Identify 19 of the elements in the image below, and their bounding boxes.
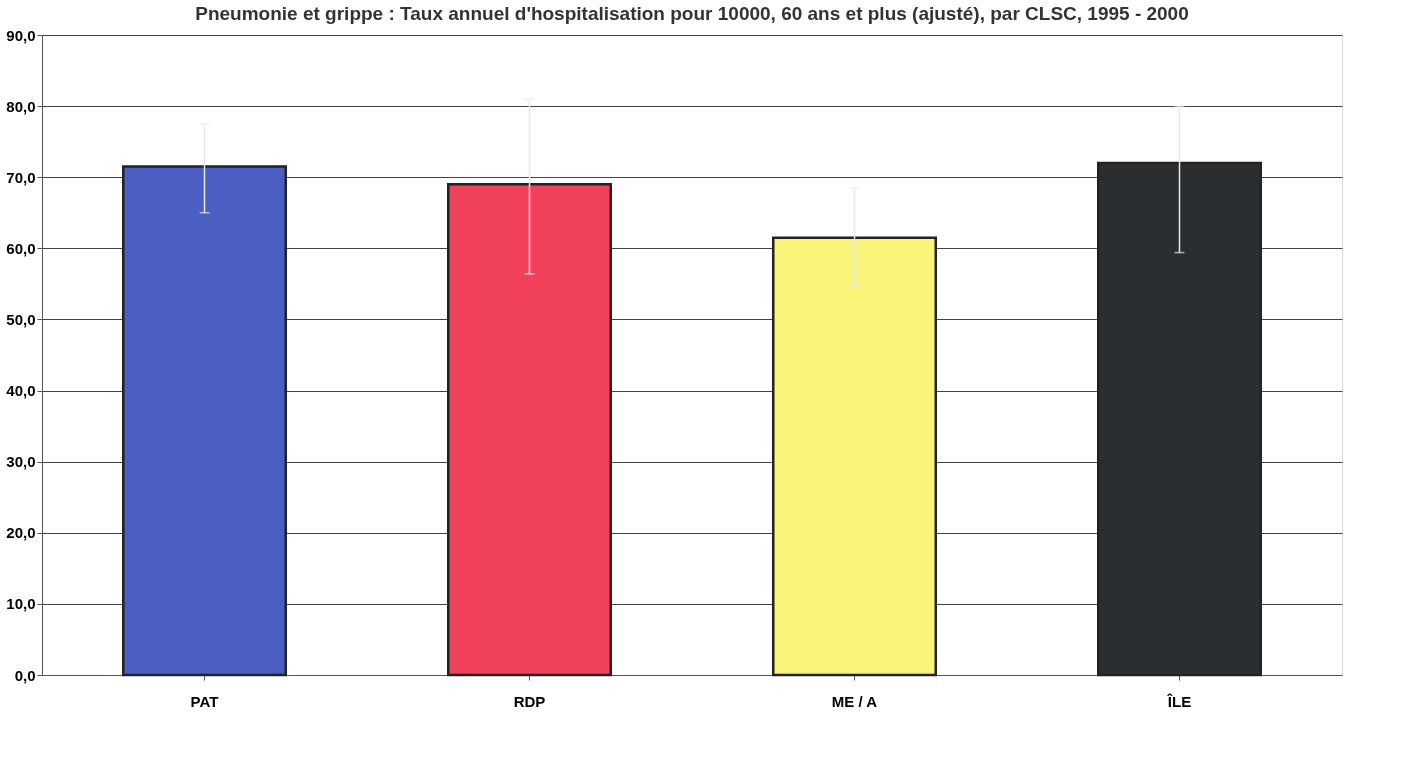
- y-tick-label: 80,0: [6, 97, 36, 115]
- y-tick-label: 40,0: [6, 382, 36, 400]
- bar: [1097, 161, 1262, 677]
- x-tick-label: RDP: [513, 692, 546, 710]
- y-tick-label: 70,0: [6, 168, 36, 186]
- bar: [122, 165, 287, 677]
- bar: [447, 183, 612, 677]
- bar: [772, 236, 937, 677]
- x-tick-label: PAT: [190, 692, 219, 710]
- y-tick-label: 90,0: [6, 26, 36, 44]
- y-tick-label: 60,0: [6, 239, 36, 257]
- y-tick-label: 50,0: [6, 310, 36, 328]
- y-tick-label: 10,0: [6, 595, 36, 613]
- x-tick-label: ME / A: [831, 692, 878, 710]
- y-tick-label: 0,0: [14, 666, 36, 684]
- chart-title: Pneumonie et grippe : Taux annuel d'hospitalisation pour 10000, 60 ans et plus (ajusté), par CLSC, 1995 - 2000: [195, 3, 1189, 24]
- y-tick-label: 20,0: [6, 524, 36, 542]
- x-tick-label: ÎLE: [1166, 692, 1192, 710]
- y-tick-label: 30,0: [6, 453, 36, 471]
